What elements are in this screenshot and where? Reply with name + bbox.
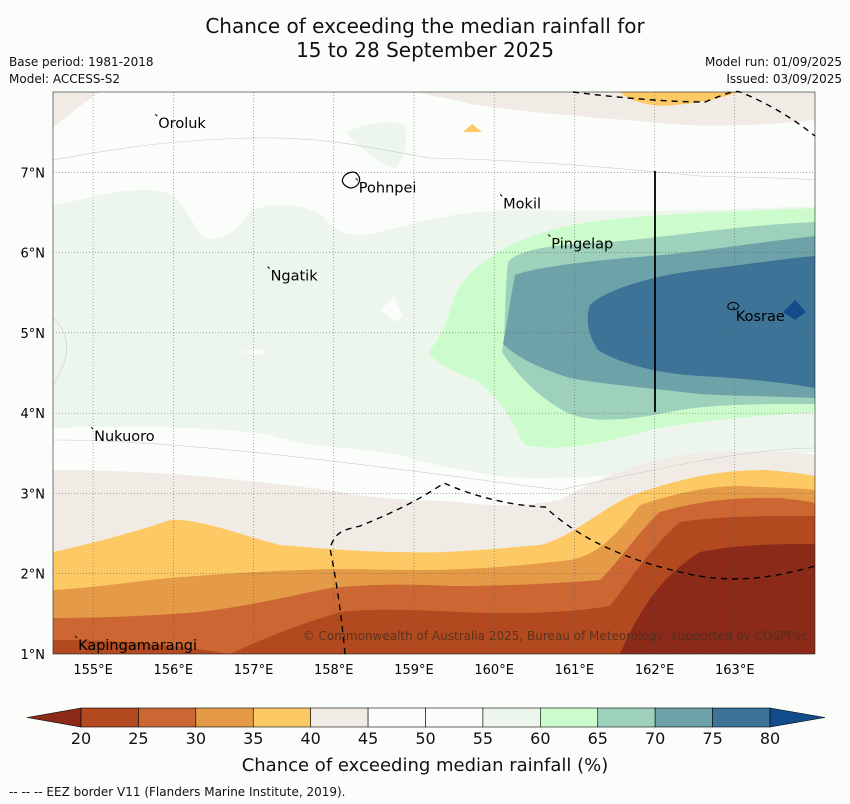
colorbar-tick-label: 65 xyxy=(587,729,608,748)
lat-tick-label: 2°N xyxy=(21,568,46,583)
place-labels: Oroluk Pohnpei Mokil Pingelap Ngatik Kosrae Nu… xyxy=(74,113,785,654)
colorbar-tick-label: 30 xyxy=(185,729,207,748)
colorbar-tick-label: 35 xyxy=(243,729,264,748)
lon-tick-label: 162°E xyxy=(635,663,675,678)
colorbar-segment xyxy=(252,707,311,728)
lon-tick-label: 157°E xyxy=(234,663,274,678)
colorbar-segment xyxy=(540,707,599,728)
place-label: Kapingamarangi xyxy=(78,638,197,654)
colorbar-tick-label: 45 xyxy=(357,729,379,748)
lon-tick-label: 160°E xyxy=(474,663,514,678)
place-label: Pingelap xyxy=(551,237,613,253)
place-marker xyxy=(154,113,158,117)
lat-tick-label: 4°N xyxy=(21,407,46,422)
lon-tick-label: 155°E xyxy=(73,663,113,678)
colorbar-tick-label: 50 xyxy=(415,729,436,748)
chart-title: Chance of exceeding the median rainfall … xyxy=(0,14,850,62)
patch-above-80 xyxy=(783,300,806,320)
band-top-40-45 xyxy=(53,92,815,126)
place-marker xyxy=(90,426,94,430)
colorbar-segment xyxy=(425,707,484,728)
colorbar xyxy=(26,707,826,728)
eez-borders xyxy=(329,90,816,655)
place-marker xyxy=(355,177,359,181)
colorbar-tick-label: 20 xyxy=(70,729,92,748)
colorbar-extend-low xyxy=(26,707,82,728)
contour-line-west xyxy=(53,317,67,386)
footer-note: -- -- -- EEZ border V11 (Flanders Marine… xyxy=(9,785,346,799)
place-label: Ngatik xyxy=(271,269,319,285)
band-20-25-west xyxy=(53,640,230,654)
colorbar-segment xyxy=(482,707,541,728)
colorbar-tick-label: 60 xyxy=(530,729,551,748)
colorbar-tick-label: 80 xyxy=(759,729,781,748)
meta-left: Base period: 1981-2018 Model: ACCESS-S2 xyxy=(9,54,154,88)
eez-border-south xyxy=(329,482,816,655)
copyright-text: © Commonwealth of Australia 2025, Bureau… xyxy=(303,629,808,643)
colorbar-segment xyxy=(367,707,426,728)
pohnpei-island-outline xyxy=(341,171,361,189)
band-below-20 xyxy=(620,544,815,654)
colorbar-segment xyxy=(195,707,254,728)
contour-line xyxy=(53,137,815,181)
place-marker xyxy=(267,266,270,269)
lon-tick-label: 161°E xyxy=(555,663,595,678)
place-marker xyxy=(547,234,551,237)
model-name: Model: ACCESS-S2 xyxy=(9,72,121,86)
hole-white-2 xyxy=(242,349,268,355)
lat-tick-label: 5°N xyxy=(21,327,46,342)
colorbar-segment xyxy=(597,707,656,728)
kosrae-island-outline xyxy=(727,302,740,311)
place-marker xyxy=(499,194,503,197)
colorbar-tick-label: 70 xyxy=(644,729,666,748)
place-label: Mokil xyxy=(503,196,541,212)
map-frame xyxy=(52,91,816,655)
colorbar-segment xyxy=(138,707,197,728)
patch-top-35-40 xyxy=(620,92,740,106)
place-label: Pohnpei xyxy=(359,180,417,196)
colorbar-segment xyxy=(80,707,139,728)
place-marker xyxy=(732,306,736,310)
hole-white xyxy=(381,296,403,322)
lat-tick-label: 6°N xyxy=(21,247,46,262)
patch-small-35-40 xyxy=(463,124,482,132)
lat-tick-label: 7°N xyxy=(21,166,46,181)
colorbar-tick-label: 75 xyxy=(702,729,723,748)
colorbar-tick-label: 40 xyxy=(300,729,321,748)
colorbar-segment xyxy=(654,707,713,728)
band-75-80 xyxy=(587,256,815,388)
gridlines xyxy=(53,92,815,655)
meta-right: Model run: 01/09/2025 Issued: 03/09/2025 xyxy=(705,54,842,88)
colorbar-segment xyxy=(712,707,771,728)
lat-tick-label: 1°N xyxy=(21,648,46,663)
place-label: Nukuoro xyxy=(94,429,155,445)
issued-date: Issued: 03/09/2025 xyxy=(726,72,842,86)
place-marker xyxy=(74,635,78,639)
band-top-left-40-45 xyxy=(53,92,100,128)
place-label: Kosrae xyxy=(736,309,785,325)
colorbar-extend-high xyxy=(769,707,826,728)
base-period: Base period: 1981-2018 xyxy=(9,55,154,69)
colorbar-segment xyxy=(310,707,369,728)
axis-labels: 155°E 156°E 157°E 158°E 159°E 160°E 161°E 162°E… xyxy=(21,166,755,678)
colorbar-tick-label: 55 xyxy=(472,729,494,748)
eez-border-north xyxy=(572,90,816,137)
lon-tick-label: 158°E xyxy=(314,663,354,678)
colorbar-label: Chance of exceeding median rainfall (%) xyxy=(241,755,609,776)
contour-line-south xyxy=(53,439,815,491)
title-line-1: Chance of exceeding the median rainfall … xyxy=(205,14,645,38)
colorbar-tick-label: 25 xyxy=(128,729,149,748)
lon-tick-label: 163°E xyxy=(715,663,755,678)
model-run: Model run: 01/09/2025 xyxy=(704,55,842,69)
lon-tick-label: 159°E xyxy=(394,663,434,678)
lon-tick-label: 156°E xyxy=(154,663,194,678)
place-label: Oroluk xyxy=(158,116,206,132)
lat-tick-label: 3°N xyxy=(21,487,46,502)
title-line-2: 15 to 28 September 2025 xyxy=(296,38,554,62)
patch-55-60-north xyxy=(346,122,407,168)
map-contours xyxy=(53,92,815,654)
